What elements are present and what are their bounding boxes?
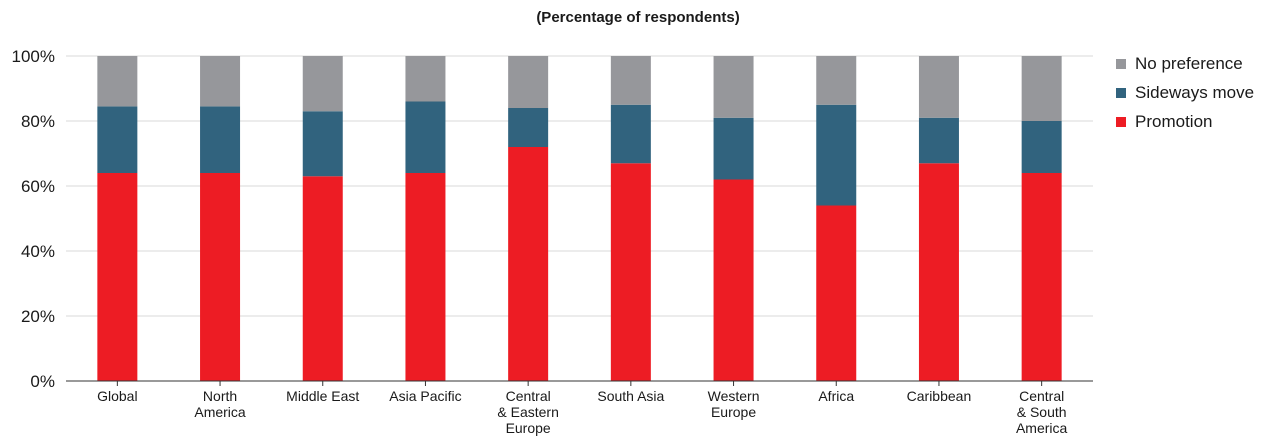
x-tick-label-line: America <box>194 404 246 420</box>
bar-no-preference <box>713 56 754 118</box>
x-tick-label: Middle East <box>286 388 359 404</box>
bar-no-preference <box>405 56 446 102</box>
x-tick-label-line: & Eastern <box>497 404 558 420</box>
x-tick-label: Global <box>97 388 137 404</box>
legend-item: Promotion <box>1116 110 1254 133</box>
y-tick-label: 60% <box>21 177 55 196</box>
bar-no-preference <box>918 56 959 118</box>
bar-no-preference <box>1021 56 1062 121</box>
x-tick-label-line: Global <box>97 388 137 404</box>
x-tick-label-line: Asia Pacific <box>389 388 461 404</box>
bar-promotion <box>713 179 754 381</box>
x-tick-label: Western Europe <box>708 388 760 420</box>
bar-sideways-move <box>302 111 343 177</box>
y-tick-label: 20% <box>21 307 55 326</box>
x-tick-label: Asia Pacific <box>389 388 461 404</box>
x-tick-label-line: Western <box>708 388 760 404</box>
x-tick-label-line: Central <box>1019 388 1064 404</box>
x-tick-label-line: Africa <box>818 388 854 404</box>
bar-no-preference <box>97 56 138 107</box>
x-tick-label: Caribbean <box>907 388 972 404</box>
bar-no-preference <box>200 56 241 107</box>
x-tick-label-line: North <box>203 388 237 404</box>
bar-promotion <box>405 173 446 381</box>
bar-no-preference <box>610 56 651 105</box>
bar-sideways-move <box>713 117 754 180</box>
legend-swatch <box>1116 58 1126 69</box>
x-tick-label-line: Caribbean <box>907 388 972 404</box>
legend-item: Sideways move <box>1116 81 1254 104</box>
y-tick-label: 100% <box>12 47 55 66</box>
bar-promotion <box>508 147 549 381</box>
legend: No preference Sideways move Promotion <box>1116 52 1254 139</box>
bar-sideways-move <box>508 108 549 147</box>
y-tick-label: 0% <box>30 372 55 391</box>
bar-promotion <box>610 163 651 381</box>
x-tick-label-line: America <box>1016 420 1068 436</box>
bar-promotion <box>1021 173 1062 381</box>
x-tick-label: Central & Eastern Europe <box>497 388 558 436</box>
bar-sideways-move <box>610 104 651 164</box>
bar-no-preference <box>816 56 857 105</box>
bar-no-preference <box>302 56 343 112</box>
x-tick-label-line: & South <box>1017 404 1067 420</box>
bar-promotion <box>97 173 138 381</box>
legend-swatch <box>1116 116 1126 127</box>
x-tick-label-line: Europe <box>711 404 756 420</box>
bar-promotion <box>200 173 241 381</box>
x-tick-label: South Asia <box>597 388 664 404</box>
x-tick-label-line: South Asia <box>597 388 664 404</box>
bar-promotion <box>816 205 857 381</box>
bar-sideways-move <box>97 106 138 173</box>
x-tick-label-line: Central <box>506 388 551 404</box>
bar-no-preference <box>508 56 549 108</box>
legend-label: No preference <box>1135 53 1243 73</box>
x-tick-label-line: Europe <box>506 420 551 436</box>
legend-item: No preference <box>1116 52 1254 75</box>
x-tick-label: North America <box>194 388 246 420</box>
bar-sideways-move <box>1021 121 1062 173</box>
legend-label: Promotion <box>1135 111 1213 131</box>
bar-promotion <box>302 176 343 381</box>
bar-sideways-move <box>200 106 241 173</box>
y-tick-label: 40% <box>21 242 55 261</box>
x-tick-label: Central & South America <box>1016 388 1068 436</box>
x-tick-label: Africa <box>818 388 854 404</box>
y-tick-label: 80% <box>21 112 55 131</box>
legend-swatch <box>1116 87 1126 98</box>
chart-subtitle: (Percentage of respondents) <box>536 9 740 26</box>
bar-promotion <box>918 163 959 381</box>
bar-sideways-move <box>405 101 446 173</box>
legend-label: Sideways move <box>1135 82 1255 102</box>
x-tick-label-line: Middle East <box>286 388 359 404</box>
bar-sideways-move <box>918 117 959 164</box>
bar-sideways-move <box>816 104 857 206</box>
